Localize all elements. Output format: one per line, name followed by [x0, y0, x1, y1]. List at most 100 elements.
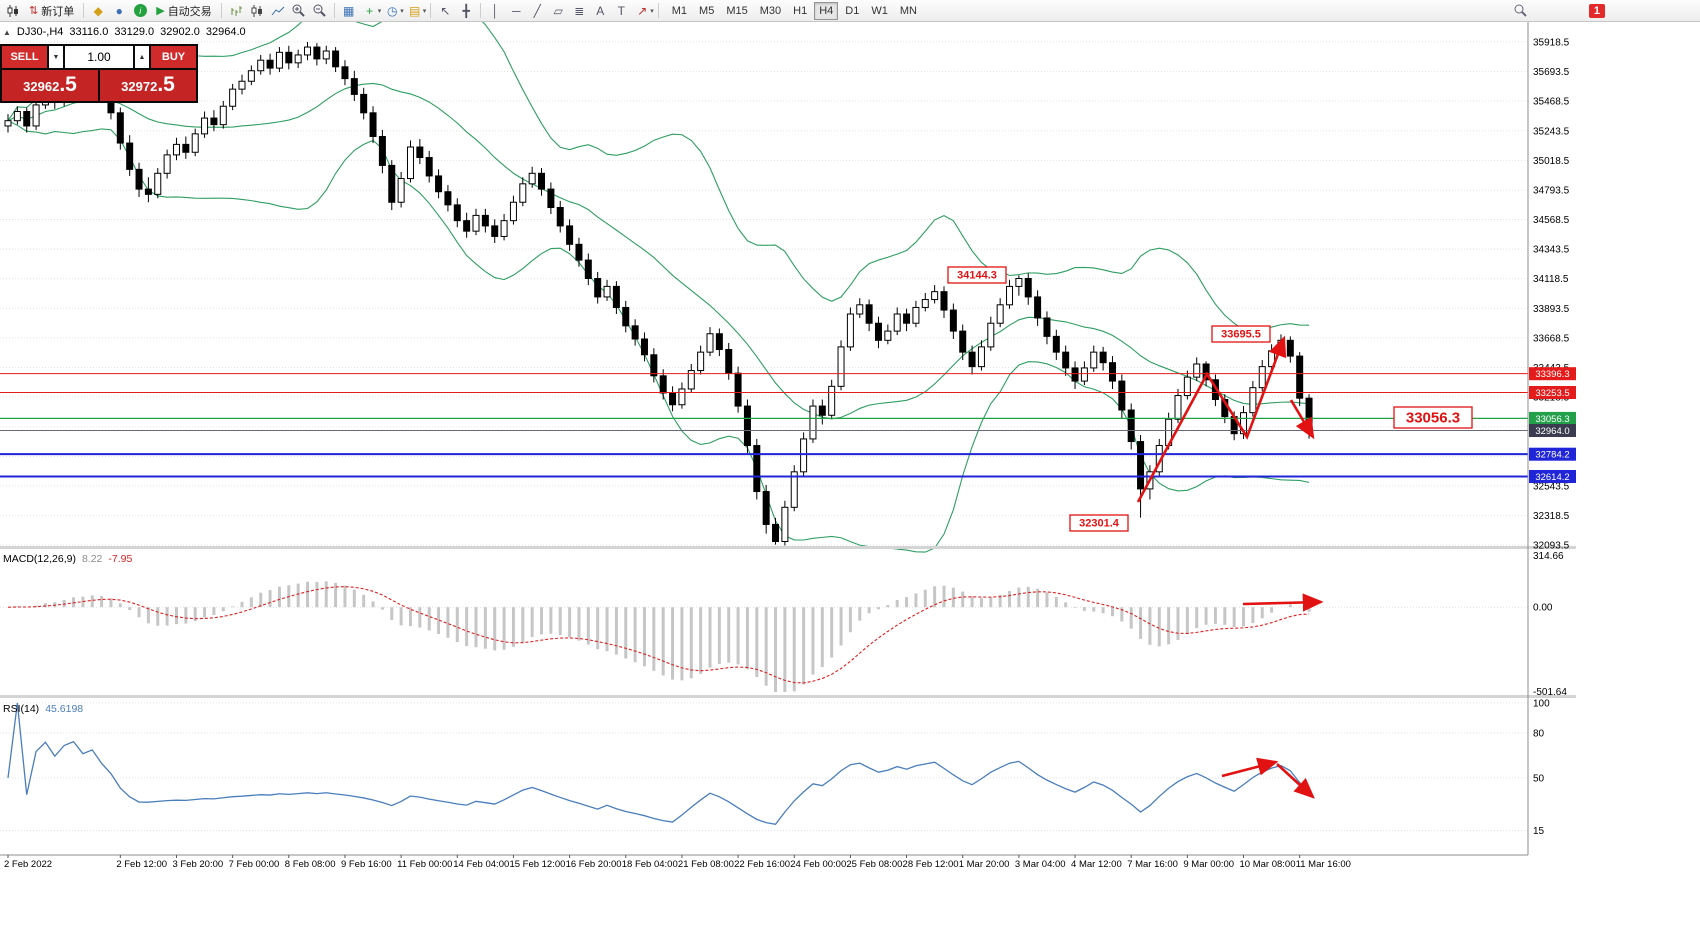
svg-text:14 Feb 04:00: 14 Feb 04:00 [453, 859, 509, 870]
notification-badge[interactable]: 1 [1588, 3, 1605, 18]
buy-button[interactable]: BUY [151, 46, 196, 68]
svg-text:33893.5: 33893.5 [1533, 304, 1570, 315]
svg-text:33668.5: 33668.5 [1533, 333, 1570, 344]
trendline-tool-icon[interactable]: ╱ [533, 3, 541, 18]
trend-arrows[interactable] [1136, 335, 1324, 799]
timeframe-w1[interactable]: W1 [871, 4, 888, 17]
toolbar-separator [220, 3, 222, 18]
svg-text:34144.3: 34144.3 [957, 270, 997, 282]
volume-decrease-button[interactable]: ▼ [49, 46, 63, 68]
price-annotations[interactable]: 34144.3 33695.5 32301.4 33056.3 [947, 266, 1473, 532]
buy-price-main: 32972 [121, 79, 158, 94]
timeframe-h4[interactable]: H4 [814, 1, 839, 20]
time-axis[interactable]: 2 Feb 2022 2 Feb 12:00 3 Feb 20:00 7 Feb 00… [0, 854, 1528, 870]
svg-text:32318.5: 32318.5 [1533, 511, 1570, 522]
svg-text:7 Feb 00:00: 7 Feb 00:00 [229, 859, 280, 870]
periods-dropdown-caret[interactable]: ▾ [400, 7, 404, 15]
timeframe-m5[interactable]: M5 [699, 4, 715, 17]
bar-chart-icon[interactable] [226, 1, 246, 21]
zoom-in-icon[interactable] [289, 1, 309, 21]
macd-panel-divider[interactable] [0, 546, 1576, 549]
rsi-header: RSI(14) 45.6198 [3, 703, 83, 715]
svg-text:32964.0: 32964.0 [1535, 426, 1569, 437]
timeframe-d1[interactable]: D1 [845, 4, 860, 17]
macd-header: MACD(12,26,9) 8.22 -7.95 [3, 553, 132, 565]
timeframe-m1[interactable]: M1 [671, 4, 688, 17]
text-tool-icon[interactable]: A [596, 3, 605, 18]
templates-dropdown-caret[interactable]: ▾ [422, 7, 427, 15]
layers-icon[interactable]: ◆ [93, 3, 103, 18]
new-order-icon: ⇅ [29, 5, 39, 17]
horizontal-line-tool-icon[interactable]: ─ [511, 3, 521, 18]
zoom-out-icon[interactable] [310, 1, 330, 21]
one-click-collapse-icon[interactable]: ▲ [3, 27, 11, 37]
channel-tool-icon[interactable]: ▱ [553, 3, 563, 18]
info-icon[interactable]: i [130, 1, 150, 21]
timeframe-m30[interactable]: M30 [759, 4, 782, 17]
cursor-icon[interactable]: ↖ [440, 3, 451, 18]
sell-price[interactable]: 32962.5 [2, 70, 98, 101]
svg-text:34568.5: 34568.5 [1533, 215, 1570, 226]
svg-text:32784.2: 32784.2 [1535, 450, 1569, 461]
autotrading-button[interactable]: ▶ 自动交易 [151, 2, 216, 20]
vertical-line-tool-icon[interactable]: │ [491, 3, 499, 18]
toolbar-right-group: 1 [1511, 1, 1697, 21]
toolbar-separator [430, 3, 432, 18]
fibonacci-tool-icon[interactable]: ≣ [574, 3, 585, 18]
svg-text:8 Feb 08:00: 8 Feb 08:00 [285, 859, 336, 870]
horizontal-level-lines[interactable] [0, 373, 1528, 478]
crosshair-icon[interactable]: ╋ [462, 3, 470, 18]
svg-text:32614.2: 32614.2 [1535, 472, 1569, 483]
candles [4, 42, 1313, 546]
periods-icon[interactable]: ◷ [386, 3, 398, 18]
timeframe-mn[interactable]: MN [899, 4, 917, 17]
shapes-dropdown-caret[interactable]: ▾ [650, 7, 654, 15]
svg-text:32543.5: 32543.5 [1533, 481, 1570, 492]
svg-text:28 Feb 12:00: 28 Feb 12:00 [903, 859, 959, 870]
templates-icon[interactable]: ▤ [409, 3, 421, 18]
svg-text:9 Feb 16:00: 9 Feb 16:00 [341, 859, 392, 870]
svg-text:35018.5: 35018.5 [1533, 156, 1570, 167]
volume-input[interactable] [65, 46, 133, 68]
text-label-tool-icon[interactable]: T [617, 3, 625, 18]
bollinger-bands[interactable] [7, 22, 1310, 553]
toolbar-separator [480, 3, 482, 18]
toolbar-separator [83, 3, 85, 18]
shapes-tool-icon[interactable]: ↗ [637, 3, 648, 18]
search-icon[interactable] [1511, 1, 1531, 21]
sell-price-main: 32962 [23, 79, 60, 94]
timeframe-h1[interactable]: H1 [793, 4, 808, 17]
candlestick-chart-icon[interactable] [247, 1, 267, 21]
svg-text:32093.5: 32093.5 [1533, 541, 1570, 552]
indicators-dropdown-caret[interactable]: ▾ [377, 7, 382, 15]
indicators-icon[interactable]: + [366, 3, 374, 18]
svg-text:50: 50 [1533, 774, 1545, 785]
svg-text:100: 100 [1533, 699, 1550, 710]
new-order-button[interactable]: ⇅ 新订单 [24, 2, 79, 20]
new-order-label: 新订单 [41, 5, 75, 18]
tile-windows-icon[interactable]: ▦ [343, 3, 355, 18]
svg-text:34343.5: 34343.5 [1533, 245, 1570, 256]
rsi-value: 45.6198 [45, 703, 84, 715]
svg-text:24 Feb 00:00: 24 Feb 00:00 [790, 859, 846, 870]
svg-text:35693.5: 35693.5 [1533, 67, 1570, 78]
svg-text:0.00: 0.00 [1533, 603, 1553, 614]
svg-text:15: 15 [1533, 826, 1545, 837]
volume-increase-button[interactable]: ▲ [135, 46, 149, 68]
macd-indicator: 314.66 0.00 -501.64 [0, 551, 1567, 698]
svg-text:32301.4: 32301.4 [1079, 518, 1120, 530]
svg-text:35468.5: 35468.5 [1533, 97, 1570, 108]
buy-price[interactable]: 32972.5 [100, 70, 196, 101]
svg-text:35243.5: 35243.5 [1533, 126, 1570, 137]
rsi-panel-divider[interactable] [0, 695, 1576, 698]
chart-window-icon[interactable] [3, 1, 23, 21]
svg-text:34793.5: 34793.5 [1533, 185, 1570, 196]
svg-text:9 Mar 00:00: 9 Mar 00:00 [1183, 859, 1234, 870]
sell-button[interactable]: SELL [2, 46, 47, 68]
profiles-icon[interactable]: ● [115, 3, 123, 18]
timeframe-m15[interactable]: M15 [726, 4, 748, 17]
chart-ohlc-header: ▲ DJ30-,H4 33116.0 33129.0 32902.0 32964… [3, 26, 246, 38]
line-chart-icon[interactable] [268, 1, 288, 21]
svg-text:33056.3: 33056.3 [1535, 414, 1569, 425]
